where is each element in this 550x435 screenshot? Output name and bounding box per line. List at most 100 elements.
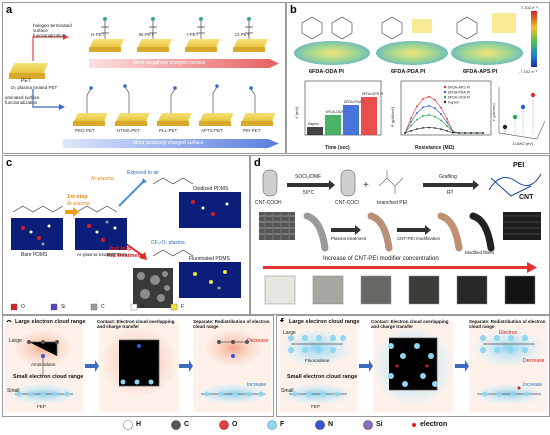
chart1-bar-0 <box>307 127 323 135</box>
molecule-pda-label: 6FDA-PDA PI <box>391 69 426 75</box>
cnt-pei-mod-label: CNT-PEI modification <box>397 236 441 241</box>
f-polymer2-label: FEP <box>311 404 320 409</box>
grafting-label: Grafting <box>439 174 457 180</box>
cnt-cooh-label: CNT-COOH <box>255 200 282 206</box>
chip-peg-pet: PEG-PET <box>73 113 109 133</box>
legend-h: H <box>141 304 145 310</box>
step1-label: 1st step <box>67 194 88 200</box>
chart3-point-0 <box>530 92 536 98</box>
oxidized-label: Oxidized PDMS <box>193 186 229 192</box>
chip-htms-pet-label: HTMS-PET <box>117 128 140 133</box>
chart2-legend-marker-1 <box>443 90 447 94</box>
lumo-scatter-chart: P (μW/cm²) <box>493 87 546 140</box>
halogen-label: halogen-terminated surface functionaliza… <box>33 23 72 38</box>
e-small-range-label: Small electron cloud range <box>13 374 84 380</box>
e-polymer1-label: Aminosilane <box>31 362 56 367</box>
branched-pei-label: branched PEI <box>377 200 408 206</box>
top-molecules <box>101 17 253 39</box>
chip-h-pet-label: H-PET <box>91 32 105 37</box>
f-polymer1-label: Fluorosilane <box>305 358 330 363</box>
chart1-bar-label-3: 6FDA-APS PI <box>362 92 383 96</box>
chip-pei-pet: PEI-PET <box>241 113 277 133</box>
amine-label: aminated surface functionalization <box>5 95 40 105</box>
ar-treated-label: Ar-plasma treated PDMS <box>77 252 128 257</box>
chip-h-pet: H-PET <box>89 32 125 53</box>
panel-e: e Large electron cloud range Small elect… <box>2 315 274 417</box>
voltage-chart-xlabel: Time (sec) <box>325 145 350 151</box>
atom-legend-f: F <box>280 421 285 428</box>
panel-b: b 7.102 e⁻² -7.102 e⁻² 6FDA-ODA PI 6FDA-… <box>286 2 550 154</box>
increase-label: Increase of CNT-PEI modifier concentrati… <box>323 256 439 262</box>
e-large-label: Large <box>9 338 22 344</box>
chart1-bar-label-1: 6FDA-ODA PI <box>326 110 348 114</box>
atom-legend-o: O <box>232 421 238 428</box>
panel-a: a PET O₂ plasma treated PET halogen-term… <box>2 2 286 154</box>
reagent-label: SOCl₂/DMF <box>295 174 322 180</box>
negative-charge-label: More negatively charged surface <box>133 60 206 66</box>
svg-text:+: + <box>363 180 369 191</box>
step2-label: 2nd step <box>109 246 132 252</box>
chip-i-pet: I-PET <box>185 32 221 53</box>
chart3-ylabel: P (μW/cm²) <box>493 103 496 121</box>
chart2-legend-marker-0 <box>443 85 447 89</box>
molecule-oda-label: 6FDA-ODA PI <box>309 69 344 75</box>
chart2-legend-marker-3 <box>443 100 447 104</box>
chart2-legend-marker-2 <box>443 95 447 99</box>
chart3-point-1 <box>520 104 526 110</box>
step2-sub-label: RIE treatment <box>107 253 143 259</box>
chip-br-pet: Br-PET <box>137 32 173 53</box>
chart2-series-3 <box>404 127 483 134</box>
positive-charge-label: More positively charged surface <box>133 140 204 146</box>
chart2-ylabel: P (μW/cm²) <box>390 106 395 127</box>
chip-htms-pet: HTMS-PET <box>115 113 151 133</box>
plasma-label: O₂ plasma treated PET <box>11 85 58 90</box>
chart2-legend-label-3: Kapton <box>448 101 459 105</box>
modified-fibers-label: Modified fibers <box>465 250 495 255</box>
legend-f: F <box>181 304 185 310</box>
cnt-schematic: + <box>259 169 542 305</box>
rt-label: RT <box>447 190 454 196</box>
atom-legend-swatches <box>123 420 416 430</box>
panel-f-scheme <box>279 322 547 412</box>
e-decrease-label: Decrease <box>247 338 269 344</box>
chart3-point-3 <box>502 124 508 130</box>
base-substrate-label: PET <box>21 78 31 84</box>
atom-legend-electron: electron <box>420 421 448 428</box>
panel-d-label: d <box>254 157 261 169</box>
panel-c-label: c <box>6 157 13 169</box>
f-small-range-label: Small electron cloud range <box>287 374 358 380</box>
f-large-range-label: Large electron cloud range <box>289 319 360 325</box>
colorbar-max-label: 7.102 e⁻² <box>521 5 538 10</box>
voltage-chart: Kapton 6FDA-ODA PI 6FDA-PDA PI 6FDA-APS PI V… <box>295 80 383 136</box>
pdms-structures <box>10 177 241 311</box>
atom-legend: H C O F N Si electron <box>120 418 450 432</box>
atom-legend-si: Si <box>376 421 383 428</box>
cf4-plasma-label: CF₄-O₂ plasma <box>151 240 185 246</box>
temp-label: 50°C <box>303 190 315 196</box>
cnt-label: CNT <box>519 194 534 201</box>
exposed-label: Exposed to air <box>127 170 159 176</box>
negative-charge-arrow <box>89 59 279 68</box>
chart1-bar-2 <box>343 105 359 135</box>
pei-label: PEI <box>513 162 525 169</box>
positive-charge-arrow <box>63 139 279 148</box>
fluorinated-label: Fluorinated PDMS <box>189 256 230 262</box>
f-large-label: Large <box>283 330 296 336</box>
chip-i-pet-label: I-PET <box>187 32 199 37</box>
panel-b-label: b <box>290 4 297 16</box>
base-substrate <box>9 63 49 81</box>
chart3-point-2 <box>512 114 518 120</box>
atom-legend-h: H <box>136 421 142 428</box>
esp-molecules <box>294 11 537 67</box>
chip-pei-pet-label: PEI-PET <box>243 128 261 133</box>
legend-c: C <box>101 304 105 310</box>
panel-a-arrows <box>32 34 69 110</box>
f-small-label: Small <box>281 388 294 394</box>
colorbar-min-label: -7.102 e⁻² <box>519 69 538 74</box>
plasma-treatment-label: Plasma treatment <box>331 236 367 241</box>
chart2-legend-label-1: 6FDA-PDA PI <box>448 91 470 95</box>
f-separate-label: Separate: Redistribution of electron clo… <box>469 319 546 329</box>
atom-legend-n: N <box>328 421 334 428</box>
lumo-chart-xlabel: LUMO (eV) <box>513 141 534 146</box>
